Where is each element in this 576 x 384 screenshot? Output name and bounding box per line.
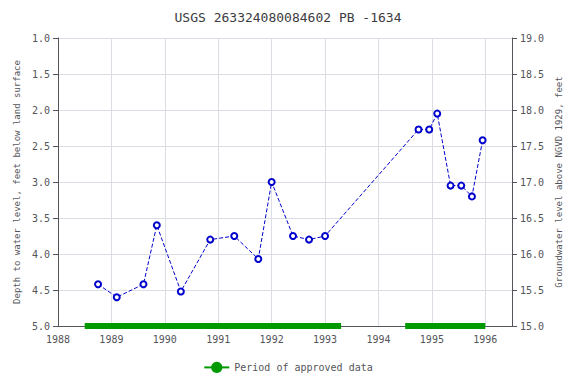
svg-text:1.0: 1.0 [32, 33, 50, 44]
svg-text:1991: 1991 [206, 334, 230, 345]
svg-text:18.5: 18.5 [520, 69, 544, 80]
svg-text:1.5: 1.5 [32, 69, 50, 80]
svg-text:19.0: 19.0 [520, 33, 544, 44]
svg-text:17.0: 17.0 [520, 177, 544, 188]
svg-text:18.0: 18.0 [520, 105, 544, 116]
svg-text:Groundwater level above NGVD 1: Groundwater level above NGVD 1929, feet [554, 76, 564, 287]
svg-text:15.5: 15.5 [520, 285, 544, 296]
svg-text:USGS 263324080084602 PB -1634: USGS 263324080084602 PB -1634 [175, 10, 402, 25]
svg-text:5.0: 5.0 [32, 321, 50, 332]
svg-text:1996: 1996 [473, 334, 497, 345]
svg-text:2.0: 2.0 [32, 105, 50, 116]
svg-text:1989: 1989 [99, 334, 123, 345]
svg-text:1992: 1992 [260, 334, 284, 345]
svg-text:Period of approved data: Period of approved data [234, 362, 372, 373]
svg-text:15.0: 15.0 [520, 321, 544, 332]
svg-text:1990: 1990 [153, 334, 177, 345]
svg-text:16.5: 16.5 [520, 213, 544, 224]
svg-text:17.5: 17.5 [520, 141, 544, 152]
svg-text:1994: 1994 [366, 334, 390, 345]
svg-text:2.5: 2.5 [32, 141, 50, 152]
svg-text:1988: 1988 [46, 334, 70, 345]
svg-text:3.5: 3.5 [32, 213, 50, 224]
svg-text:1993: 1993 [313, 334, 337, 345]
svg-text:4.0: 4.0 [32, 249, 50, 260]
svg-text:16.0: 16.0 [520, 249, 544, 260]
svg-text:3.0: 3.0 [32, 177, 50, 188]
svg-text:1995: 1995 [420, 334, 444, 345]
svg-text:Depth to water level, feet bel: Depth to water level, feet below land su… [12, 60, 22, 304]
svg-text:4.5: 4.5 [32, 285, 50, 296]
